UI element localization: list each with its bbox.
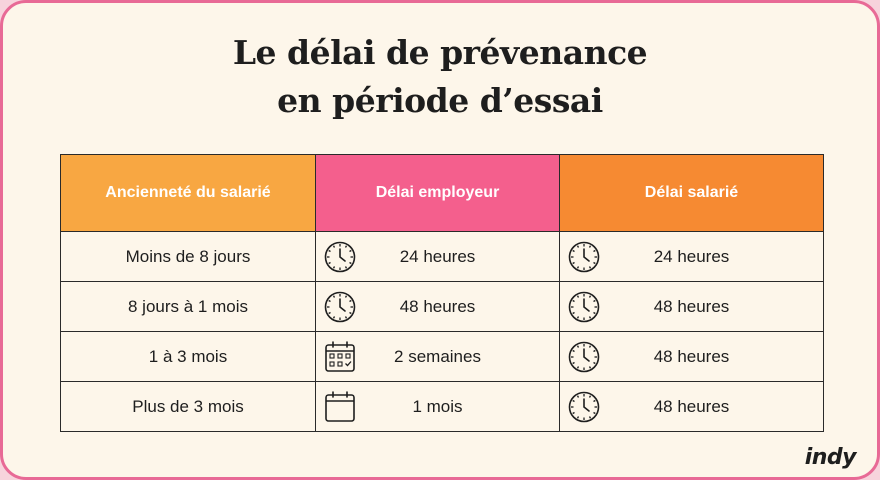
table-row: Plus de 3 mois 1 mois 48 heures bbox=[60, 381, 824, 432]
cell-delai-employeur: 24 heures bbox=[315, 231, 560, 282]
clock-icon bbox=[323, 290, 357, 324]
cell-value: 24 heures bbox=[399, 246, 476, 266]
cell-delai-salarie: 48 heures bbox=[559, 381, 824, 432]
cell-anciennete: 1 à 3 mois bbox=[60, 331, 316, 382]
clock-icon bbox=[567, 290, 601, 324]
clock-icon bbox=[323, 240, 357, 274]
title-line-1: Le délai de prévenance bbox=[232, 33, 648, 72]
table-header-row: Ancienneté du salarié Délai employeur Dé… bbox=[60, 154, 824, 232]
table-row: 1 à 3 mois 2 semaines 48 heures bbox=[60, 331, 824, 382]
cell-anciennete: 8 jours à 1 mois bbox=[60, 281, 316, 332]
clock-icon bbox=[567, 240, 601, 274]
cell-anciennete: Moins de 8 jours bbox=[60, 231, 316, 282]
cell-value: 48 heures bbox=[399, 296, 476, 316]
calendar-icon bbox=[323, 390, 357, 424]
cell-value: 1 mois bbox=[412, 396, 463, 416]
table-row: Moins de 8 jours 24 heures 24 heures bbox=[60, 231, 824, 282]
header-anciennete: Ancienneté du salarié bbox=[60, 154, 316, 232]
cell-delai-salarie: 48 heures bbox=[559, 281, 824, 332]
header-delai-salarie: Délai salarié bbox=[559, 154, 824, 232]
page-title: Le délai de prévenance en période d’essa… bbox=[3, 29, 877, 125]
cell-value: 48 heures bbox=[653, 296, 730, 316]
cell-delai-employeur: 48 heures bbox=[315, 281, 560, 332]
header-delai-employeur: Délai employeur bbox=[315, 154, 560, 232]
cell-delai-employeur: 2 semaines bbox=[315, 331, 560, 382]
cell-value: 48 heures bbox=[653, 346, 730, 366]
cell-delai-salarie: 24 heures bbox=[559, 231, 824, 282]
cell-value: 24 heures bbox=[653, 246, 730, 266]
calendar-grid-icon bbox=[323, 340, 357, 374]
cell-value: 2 semaines bbox=[394, 346, 481, 366]
indy-logo: indy bbox=[804, 445, 857, 470]
cell-value: 48 heures bbox=[653, 396, 730, 416]
clock-icon bbox=[567, 390, 601, 424]
table-row: 8 jours à 1 mois 48 heures 48 heures bbox=[60, 281, 824, 332]
clock-icon bbox=[567, 340, 601, 374]
notice-period-table: Ancienneté du salarié Délai employeur Dé… bbox=[60, 154, 824, 432]
title-line-2: en période d’essai bbox=[277, 81, 603, 120]
cell-anciennete: Plus de 3 mois bbox=[60, 381, 316, 432]
cell-delai-salarie: 48 heures bbox=[559, 331, 824, 382]
cell-delai-employeur: 1 mois bbox=[315, 381, 560, 432]
